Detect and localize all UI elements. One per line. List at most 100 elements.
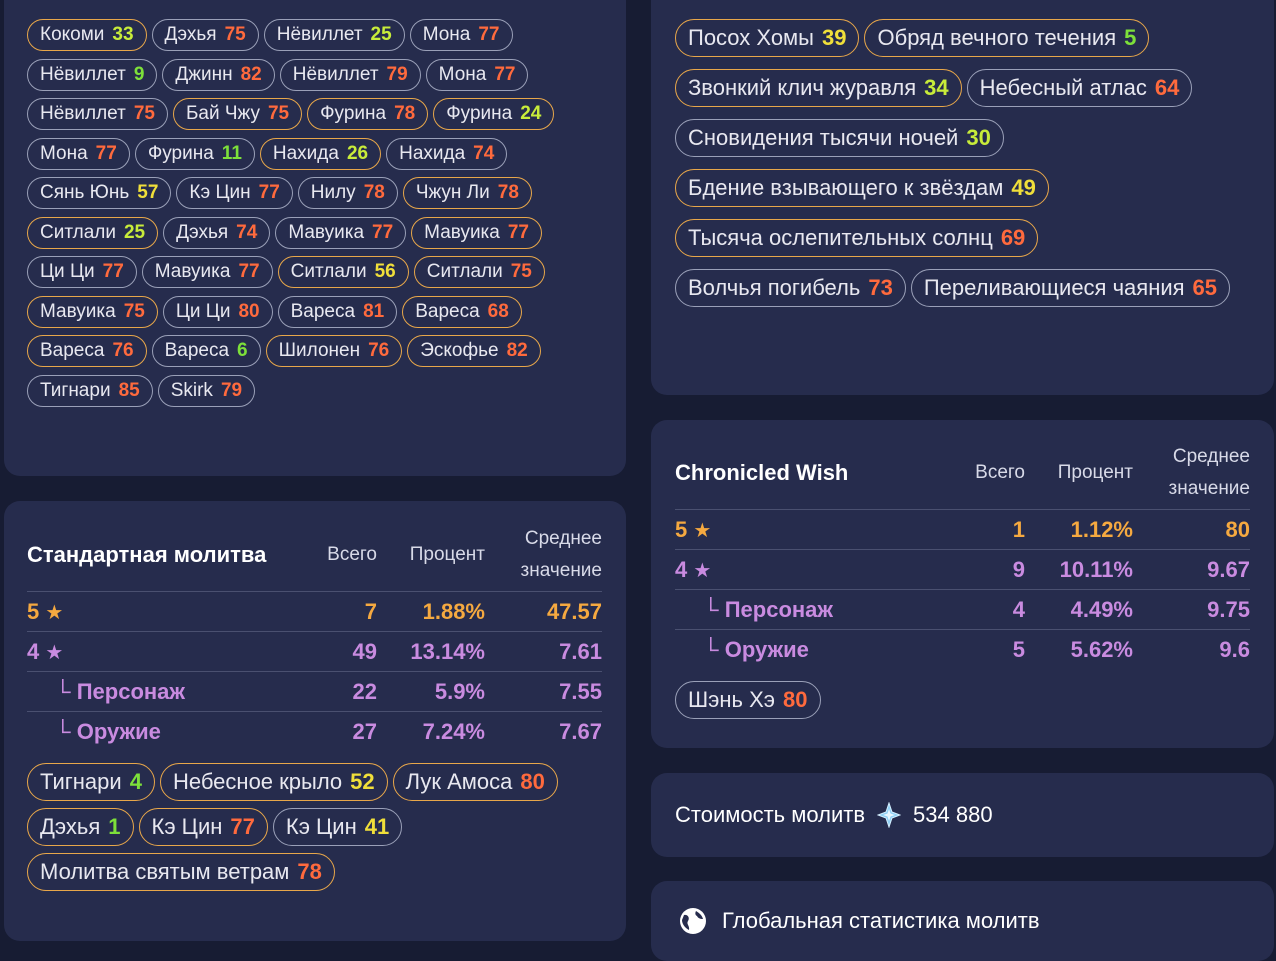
row-weapon: └ Оружие 27 7.24% 7.67 [27,711,602,752]
history-pill[interactable]: Нахида 74 [386,137,508,170]
history-pill[interactable]: Небесный атлас 64 [966,69,1193,107]
character-average: 7.55 [485,671,602,712]
history-pill[interactable]: Молитва святым ветрам 78 [27,853,335,891]
history-pill[interactable]: Кэ Цин 77 [138,808,268,846]
five-percent: 1.12% [1025,509,1133,550]
history-pill[interactable]: Вареса 76 [27,335,147,367]
history-pill[interactable]: Джинн 82 [162,58,275,91]
history-pill[interactable]: Звонкий клич журавля 34 [675,69,962,107]
history-pill[interactable]: Мона 77 [425,58,529,91]
pill-count: 65 [1192,275,1218,300]
pill-name: Вареса [415,300,480,322]
history-pill[interactable]: Нахида 26 [259,137,382,170]
history-pill[interactable]: Чжун Ли 78 [402,177,532,209]
history-pill[interactable]: Ситлали 56 [277,256,409,288]
history-pill[interactable]: Обряд вечного течения 5 [864,19,1150,57]
four-total: 9 [935,549,1025,590]
standard-history-list: Тигнари 4 Небесное крыло 52 Лук Амоса 80 Дэхья… [27,763,607,891]
pill-count: 76 [112,340,134,361]
history-pill[interactable]: Мавуика 77 [275,216,407,249]
history-pill[interactable]: Кэ Цин 41 [272,808,403,846]
history-pill[interactable]: Дэхья 75 [151,19,259,51]
pill-name: Нёвиллет [292,63,379,85]
pill-count: 76 [368,340,390,361]
history-pill[interactable]: Ци Ци 80 [162,295,273,328]
history-pill[interactable]: Дэхья 74 [163,216,271,249]
history-pill[interactable]: Посох Хомы 39 [675,19,860,57]
pill-name: Сянь Юнь [40,182,130,203]
pill-name: Нёвиллет [40,63,126,85]
row-four-star: 4 ★ 49 13.14% 7.61 [27,631,602,672]
pill-count: 52 [350,769,375,794]
history-pill[interactable]: Шилонен 76 [265,335,403,367]
branch-icon: └ [703,636,719,662]
four-percent: 10.11% [1025,549,1133,590]
history-pill[interactable]: Переливающиеся чаяния 65 [910,269,1231,307]
history-pill[interactable]: Тигнари 4 [27,763,155,801]
pill-count: 77 [230,814,255,839]
history-pill[interactable]: Ситлали 25 [27,216,159,249]
history-pill[interactable]: Сянь Юнь 57 [27,177,172,209]
history-pill[interactable]: Мавуика 75 [27,295,158,328]
wish-cost-card [651,773,1274,857]
history-pill[interactable]: Кэ Цин 77 [176,177,293,209]
pill-count: 56 [374,261,396,282]
weapon-event-card [651,0,1274,395]
pill-name: Небесный атлас [979,75,1147,100]
history-pill[interactable]: Волчья погибель 73 [675,269,906,307]
pill-name: Нилу [310,182,356,203]
history-pill[interactable]: Нилу 78 [297,177,398,209]
history-pill[interactable]: Тигнари 85 [27,374,153,407]
history-pill[interactable]: Вареса 68 [402,295,522,328]
history-pill[interactable]: Кокоми 33 [27,19,147,51]
history-pill[interactable]: Фурина 24 [433,98,555,130]
pill-name: Вареса [40,340,105,361]
pill-count: 75 [510,261,532,282]
history-pill[interactable]: Фурина 78 [307,98,429,130]
col-average: Среднее значение [520,528,603,581]
history-pill[interactable]: Вареса 6 [151,335,261,367]
history-pill[interactable]: Мавуика 77 [141,256,273,288]
history-pill[interactable]: Ци Ци 77 [27,256,137,288]
weapon-history-list: Посох Хомы 39 Обряд вечного течения 5 Звонки… [675,19,1255,307]
history-pill[interactable]: Лук Амоса 80 [392,763,558,801]
global-stats-link[interactable]: Глобальная статистика молитв [678,906,1040,936]
pill-count: 74 [236,221,258,243]
weapon-average: 9.6 [1133,629,1250,670]
wish-cost-label: Стоимость молитв [675,802,866,827]
four-total: 49 [287,631,377,672]
history-pill[interactable]: Нёвиллет 75 [27,98,168,130]
pill-name: Бай Чжу [185,103,260,124]
pill-name: Нахида [272,142,339,164]
history-pill[interactable]: Тысяча ослепительных солнц 69 [675,219,1039,257]
history-pill[interactable]: Бай Чжу 75 [172,98,303,130]
history-pill[interactable]: Фурина 11 [134,137,255,170]
history-pill[interactable]: Шэнь Хэ 80 [675,681,821,719]
history-pill[interactable]: Мона 77 [27,137,130,170]
chronicled-stats-table: Chronicled Wish Всего Процент Среднее зн… [675,441,1250,670]
history-pill[interactable]: Небесное крыло 52 [159,763,388,801]
pill-name: Шэнь Хэ [688,687,776,712]
row-character: └ Персонаж 22 5.9% 7.55 [27,671,602,712]
standard-title: Стандартная молитва [27,542,267,567]
history-pill[interactable]: Нёвиллет 79 [279,58,421,91]
history-pill[interactable]: Skirk 79 [157,374,256,407]
col-total: Всего [327,544,377,565]
history-pill[interactable]: Сновидения тысячи ночей 30 [675,119,1004,157]
history-pill[interactable]: Бдение взывающего к звёздам 49 [675,169,1049,207]
history-pill[interactable]: Ситлали 75 [413,256,545,288]
pill-count: 1 [108,814,121,839]
character-percent: 4.49% [1025,589,1133,630]
character-average: 9.75 [1133,589,1250,630]
history-pill[interactable]: Мавуика 77 [411,216,542,249]
history-pill[interactable]: Дэхья 1 [27,808,134,846]
history-pill[interactable]: Вареса 81 [277,295,398,328]
history-pill[interactable]: Нёвиллет 9 [27,58,158,91]
history-pill[interactable]: Нёвиллет 25 [263,19,405,51]
character-label: Персонаж [724,596,833,622]
pill-count: 77 [102,261,124,282]
history-pill[interactable]: Эскофье 82 [407,335,541,367]
row-five-star: 5 ★ 1 1.12% 80 [675,509,1250,550]
five-percent: 1.88% [377,591,485,632]
history-pill[interactable]: Мона 77 [409,19,513,51]
